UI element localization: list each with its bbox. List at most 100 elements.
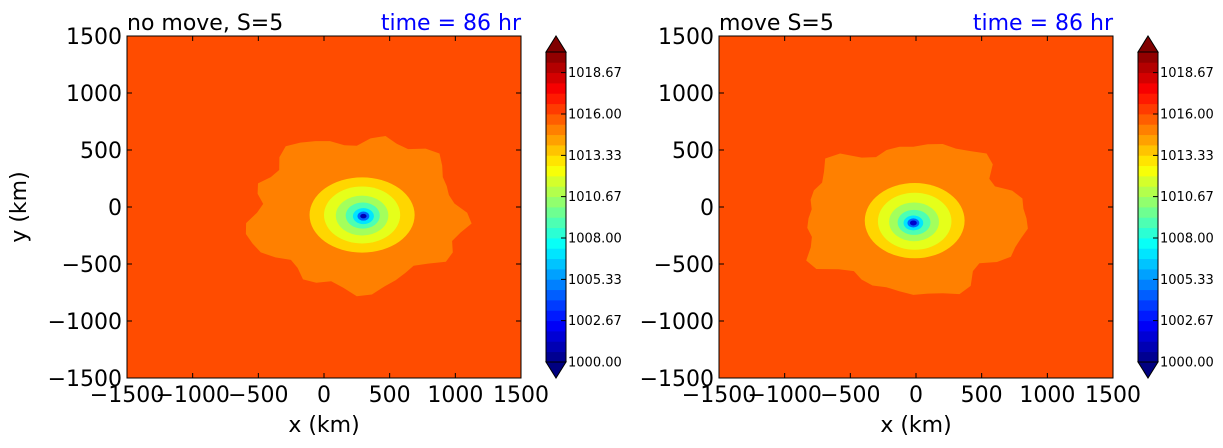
colorbar-level [1138, 114, 1158, 125]
colorbar-level [1138, 155, 1158, 167]
colorbar-tick-label: 1005.33 [1160, 273, 1214, 288]
y-tick-label: 1500 [658, 25, 714, 50]
colorbar-extend-max [545, 35, 567, 53]
colorbar-level [1138, 186, 1158, 198]
colorbar-extend-min [1137, 361, 1159, 379]
colorbar-frame [545, 51, 567, 363]
colorbar-frame [1137, 51, 1159, 363]
colorbar-level [546, 134, 566, 146]
x-tick-label: −500 [228, 383, 288, 408]
x-tick-label: −1500 [682, 383, 756, 408]
colorbar-level [546, 52, 566, 63]
colorbar-move: 1000.00 1002.67 1005.33 1008.00 1010.67 1013.… [1137, 35, 1214, 379]
panel-title-left: move S=5 [719, 11, 834, 36]
colorbar-level [1138, 258, 1158, 270]
colorbar-level [546, 279, 566, 291]
pressure-field-no-move [127, 36, 521, 378]
panel-title-left: no move, S=5 [127, 11, 283, 36]
y-tick-label: 1000 [66, 82, 122, 107]
colorbar-extend-min [545, 361, 567, 379]
x-axis-label: x (km) [288, 413, 359, 438]
colorbar-level [546, 186, 566, 198]
x-tick-label: 1500 [1085, 383, 1141, 408]
colorbar-level [1138, 248, 1158, 260]
colorbar-level [546, 320, 566, 332]
colorbar-level [546, 300, 566, 311]
y-tick-label: −1000 [640, 310, 714, 335]
axes-no-move: −1500−1000−500 0 500 1000 1500150010005000−5… [48, 25, 549, 408]
colorbar-level [546, 103, 566, 115]
x-tick-label: 500 [369, 383, 411, 408]
colorbar-level [1138, 341, 1158, 353]
colorbar-level [546, 248, 566, 260]
y-tick-label: 1500 [66, 25, 122, 50]
colorbar-level [546, 331, 566, 342]
colorbar-level [1138, 310, 1158, 322]
colorbar-tick-label: 1002.67 [1160, 314, 1214, 329]
colorbar-level [546, 227, 566, 239]
low-pressure-core [909, 220, 917, 226]
panel-no-move: −1500−1000−500 0 500 1000 1500150010005000−5… [7, 11, 622, 438]
colorbar-tick-label: 1002.67 [568, 314, 622, 329]
panel-title-time: time = 86 hr [973, 11, 1114, 36]
colorbar-tick-label: 1016.00 [568, 108, 622, 123]
colorbar-tick-label: 1008.00 [568, 232, 622, 247]
y-tick-label: −1500 [48, 367, 122, 392]
y-tick-label: −500 [654, 253, 714, 278]
x-tick-label: 1000 [427, 383, 483, 408]
colorbar-level [546, 217, 566, 229]
x-tick-label: −1500 [90, 383, 164, 408]
colorbar-tick-label: 1000.00 [1160, 356, 1214, 371]
panel-move: −1500−1000−500 0 500 1000 1500150010005000−5… [640, 11, 1214, 438]
colorbar-level [1138, 207, 1158, 218]
colorbar-level [546, 114, 566, 125]
colorbar-tick-label: 1013.33 [1160, 149, 1214, 164]
y-tick-label: 500 [672, 139, 714, 164]
colorbar-level [1138, 145, 1158, 156]
colorbar-level [1138, 134, 1158, 146]
colorbar-level [546, 62, 566, 74]
colorbar-level [546, 176, 566, 187]
y-tick-label: −1500 [640, 367, 714, 392]
x-tick-label: −1000 [747, 383, 821, 408]
colorbar-level [1138, 52, 1158, 63]
colorbar-level [1138, 289, 1158, 301]
colorbar-level [546, 165, 566, 177]
colorbar-level [1138, 227, 1158, 239]
colorbar-tick-label: 1000.00 [568, 356, 622, 371]
colorbar-level [546, 93, 566, 105]
colorbar-tick-label: 1005.33 [568, 273, 622, 288]
y-axis-label: y (km) [7, 171, 32, 242]
colorbar-level [546, 207, 566, 218]
colorbar-level [1138, 165, 1158, 177]
colorbar-level [1138, 217, 1158, 229]
colorbar-level [546, 289, 566, 301]
colorbar-level [1138, 103, 1158, 115]
colorbar-tick-label: 1008.00 [1160, 232, 1214, 247]
colorbar-tick-label: 1010.67 [568, 190, 622, 205]
colorbar-level [546, 196, 566, 208]
axes-move: −1500−1000−500 0 500 1000 1500150010005000−5… [640, 25, 1141, 408]
colorbar-level [1138, 238, 1158, 249]
x-tick-label: 1000 [1019, 383, 1075, 408]
colorbar-level [1138, 83, 1158, 94]
colorbar-level [1138, 124, 1158, 136]
colorbar-level [546, 269, 566, 280]
colorbar-level [546, 124, 566, 136]
colorbar-level [1138, 196, 1158, 208]
x-tick-label: −1000 [155, 383, 229, 408]
x-tick-label: −500 [820, 383, 880, 408]
y-tick-label: −1000 [48, 310, 122, 335]
colorbar-tick-label: 1010.67 [1160, 190, 1214, 205]
colorbar-level [546, 72, 566, 84]
y-tick-label: −500 [62, 253, 122, 278]
colorbar-tick-label: 1013.33 [568, 149, 622, 164]
colorbar-level [1138, 176, 1158, 187]
colorbar-extend-max [1137, 35, 1159, 53]
x-tick-label: 1500 [493, 383, 549, 408]
colorbar-level [1138, 320, 1158, 332]
pressure-field-move [719, 36, 1113, 378]
low-pressure-core [360, 213, 367, 219]
y-tick-label: 0 [108, 196, 122, 221]
